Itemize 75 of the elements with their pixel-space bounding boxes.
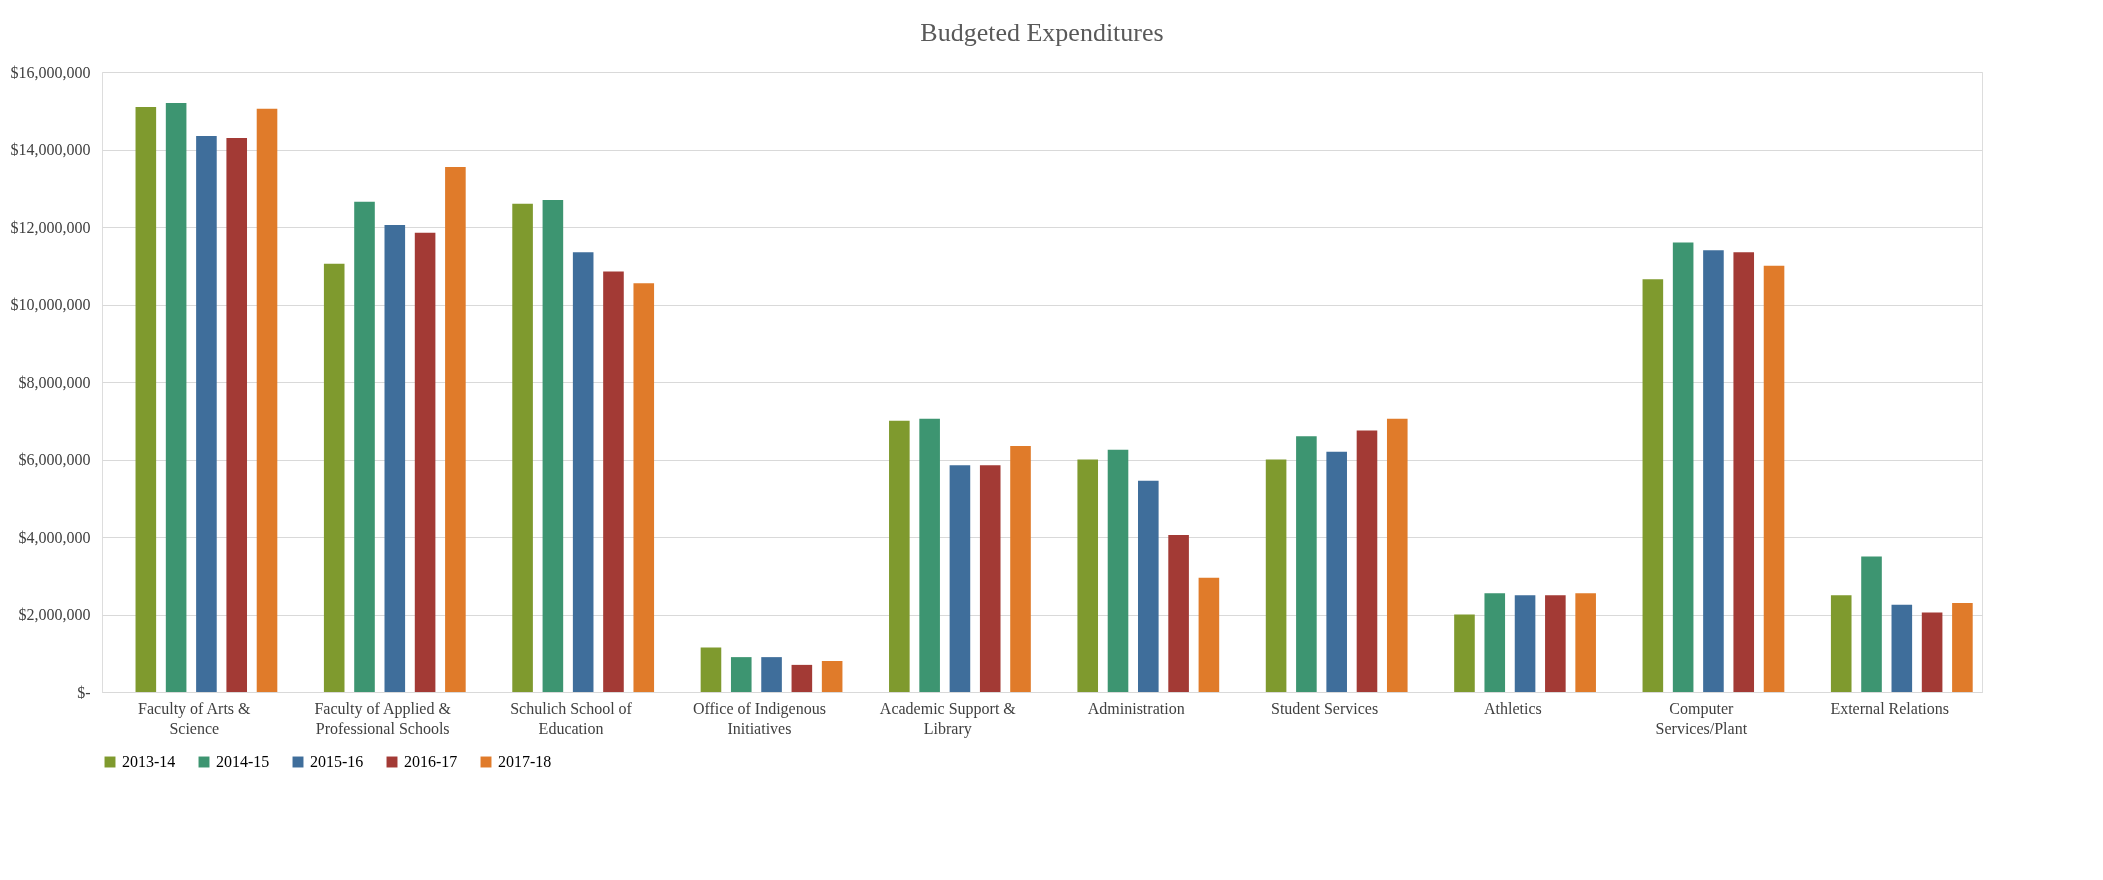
x-tick-label: Faculty of Arts & Science	[138, 699, 252, 737]
bar	[1010, 445, 1031, 692]
legend-label: 2015-16	[310, 753, 364, 770]
bar	[1672, 242, 1694, 692]
bar	[1077, 459, 1099, 692]
bar	[1296, 436, 1317, 692]
x-tick-label: Student Services	[1271, 699, 1379, 717]
bar	[1763, 265, 1785, 692]
bar	[1356, 430, 1378, 692]
bar	[445, 166, 466, 692]
x-tick-label: Faculty of Applied & Professional Schools	[314, 699, 452, 737]
bar	[1545, 595, 1566, 692]
bar	[791, 664, 813, 692]
bar	[1861, 556, 1882, 692]
bar	[165, 103, 187, 692]
y-tick-label: $16,000,000	[10, 63, 91, 81]
y-tick-label: $12,000,000	[10, 218, 91, 236]
bar	[1107, 449, 1129, 692]
legend-label: 2014-15	[216, 753, 270, 770]
bar	[821, 661, 843, 692]
x-tick-label: Schulich School of Education	[510, 699, 633, 737]
bar	[1198, 577, 1220, 692]
bar	[1454, 614, 1475, 692]
x-tick-label: Computer Services/Plant	[1655, 699, 1748, 737]
y-tick-label: $-	[77, 683, 91, 701]
x-tick-label: Administration	[1087, 699, 1185, 717]
legend-label: 2013-14	[122, 753, 176, 770]
bar	[384, 225, 406, 692]
bar	[512, 203, 533, 692]
bar	[949, 465, 971, 692]
x-tick-label: Athletics	[1484, 699, 1542, 717]
bar	[1642, 279, 1664, 692]
x-tick-label: Academic Support & Library	[879, 699, 1017, 738]
bar	[633, 283, 655, 692]
bar	[700, 647, 722, 692]
bar	[1733, 252, 1755, 692]
bar	[1168, 535, 1189, 692]
bar	[542, 199, 564, 692]
x-tick-label: Office of Indigenous Initiatives	[692, 699, 826, 737]
y-tick-label: $4,000,000	[18, 528, 91, 546]
bar	[1891, 604, 1913, 692]
legend-label: 2017-18	[498, 753, 552, 770]
bar	[256, 108, 278, 692]
bar	[1484, 593, 1506, 692]
bar	[196, 135, 217, 692]
chart-title: Budgeted Expenditures	[920, 18, 1164, 47]
bar	[1952, 602, 1973, 692]
bar	[1514, 595, 1536, 692]
bar	[979, 465, 1001, 692]
bar	[1575, 593, 1596, 692]
y-tick-label: $10,000,000	[10, 296, 91, 313]
bar	[226, 137, 248, 692]
bar	[1386, 418, 1408, 692]
bar	[135, 106, 157, 692]
y-tick-label: $14,000,000	[10, 141, 91, 158]
y-tick-label: $6,000,000	[18, 451, 91, 468]
bar	[889, 420, 910, 692]
bar	[1326, 451, 1347, 692]
bar	[1703, 250, 1724, 692]
bar	[323, 263, 345, 692]
legend-label: 2016-17	[404, 753, 458, 770]
bar	[1138, 480, 1159, 692]
bar	[1921, 612, 1943, 692]
bar	[730, 657, 752, 692]
bar	[761, 657, 782, 692]
x-tick-label: External Relations	[1830, 699, 1950, 717]
bar	[919, 418, 940, 692]
y-tick-label: $8,000,000	[18, 373, 91, 391]
bar	[414, 232, 436, 692]
bar	[1265, 459, 1287, 692]
bar	[572, 252, 594, 692]
bar	[1830, 595, 1852, 692]
y-tick-label: $2,000,000	[18, 606, 91, 623]
bar	[354, 201, 375, 692]
bar	[603, 271, 624, 692]
